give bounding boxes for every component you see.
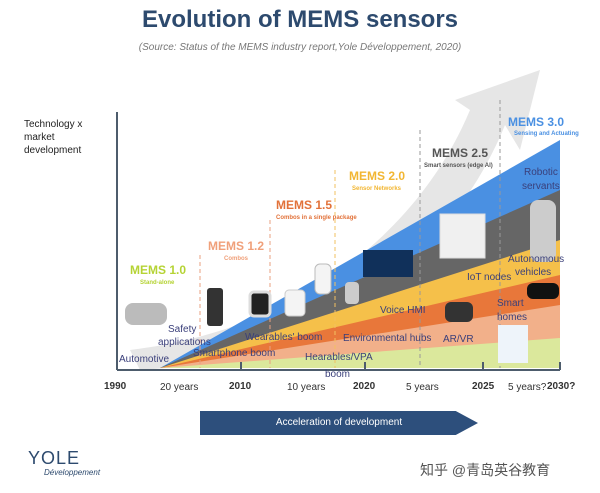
y-axis-label: Technology x market development [24,119,83,156]
duration-5q: 5 years? [508,382,547,393]
tick-2010: 2010 [229,381,252,392]
yole-logo: YOLE [28,448,81,468]
watermark: 知乎 @青岛英谷教育 [420,462,551,478]
label-iot: IoT nodes [467,272,511,283]
label-wearables: Wearables' boom [245,332,322,343]
label-arvr: AR/VR [443,334,474,345]
phase-mems-3-0: MEMS 3.0 [508,115,564,129]
phase-sub: Combos in a single package [276,215,357,221]
network-image [363,250,413,277]
duration-10: 10 years [287,382,325,393]
label-smartphone: Smartphone boom [193,348,275,359]
band-green [160,338,560,368]
phase-dividers [199,100,501,368]
edge-ai-image [439,213,486,259]
label-robotic: Robotic [524,167,558,178]
label-smart: Smart [497,298,524,309]
tick-2020: 2020 [353,381,376,392]
label-autonomous-2: vehicles [515,267,551,278]
smartwatch-image [248,290,272,318]
phase-sub: Smart sensors (edge AI) [424,163,493,169]
tracker-image [314,263,332,295]
robot-image [530,200,556,262]
phase-sub: Combos [224,256,249,262]
earbuds-image [284,289,306,317]
phase-sub: Stand-alone [140,280,175,286]
source-note: (Source: Status of the MEMS industry rep… [138,42,462,53]
phase-mems-2-5: MEMS 2.5 [432,146,488,160]
phase-sub: Sensing and Actuating [514,131,579,137]
smartphone-image [207,288,223,326]
tick-2030: 2030? [547,381,575,392]
tick-1990: 1990 [104,381,127,392]
autonomous-car-image [527,283,559,299]
label-hearables-2: boom [325,369,350,380]
phase-mems-1-5: MEMS 1.5 [276,198,332,212]
label-robotic-2: servants [522,181,560,192]
vr-headset-image [445,302,473,322]
label-autonomous: Autonomous [508,254,564,265]
smart-home-image [498,325,528,363]
label-hearables: Hearables/VPA [305,352,373,363]
phase-mems-1-0: MEMS 1.0 [130,263,186,277]
tick-marks [240,362,561,370]
phase-mems-1-2: MEMS 1.2 [208,239,264,253]
tick-2025: 2025 [472,381,495,392]
duration-5: 5 years [406,382,439,393]
car-image [125,303,167,325]
smart-speaker-image [345,282,359,304]
phase-sub: Sensor Networks [352,186,402,192]
label-smart-2: homes [497,312,527,323]
label-safety: Safety [168,324,196,335]
duration-20: 20 years [160,382,198,393]
phase-mems-2-0: MEMS 2.0 [349,169,405,183]
label-automotive: Automotive [119,354,169,365]
page-title: Evolution of MEMS sensors [141,6,459,33]
label-env: Environmental hubs [343,333,431,344]
label-safety-2: applications [158,337,211,348]
yole-logo-sub: Développement [44,468,101,477]
label-voice: Voice HMI [380,305,426,316]
acceleration-arrow: Acceleration of development [200,411,478,435]
